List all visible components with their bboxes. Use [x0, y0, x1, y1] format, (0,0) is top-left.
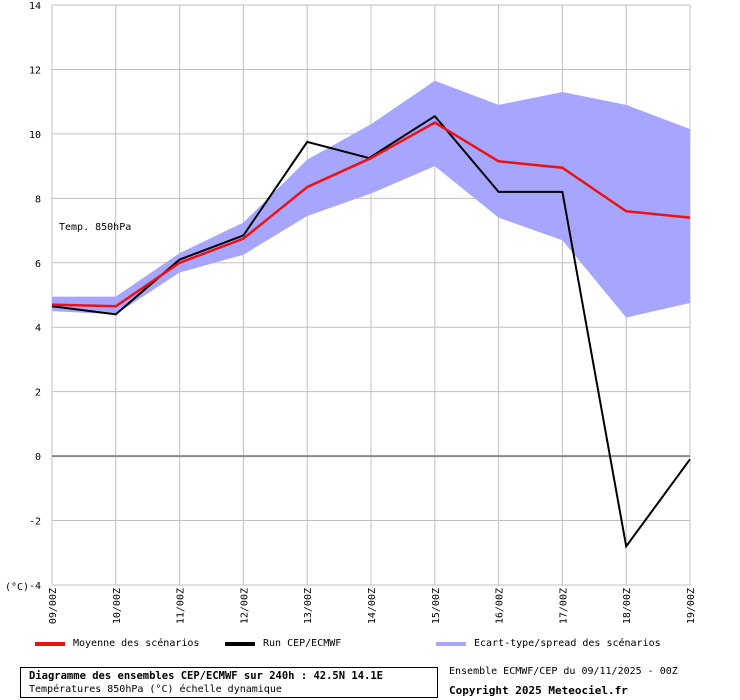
y-tick-label: 6: [35, 259, 41, 270]
x-tick-label: 11/00Z: [176, 588, 187, 624]
y-tick-label: 10: [29, 130, 41, 141]
legend-spread: Ecart-type/spread des scénarios: [436, 638, 661, 649]
legend-run-label: Run CEP/ECMWF: [263, 638, 342, 649]
ensemble-chart: 14 12 10 8 6 4 2 0 -2 -4 09/00Z 10/00Z 11/00Z 12/00Z…: [5, 1, 697, 624]
x-tick-label: 10/00Z: [112, 588, 123, 624]
y-tick-label: 0: [35, 452, 41, 463]
footer-subtitle: Températures 850hPa (°C) échelle dynamiq…: [29, 684, 282, 695]
y-axis-ticks: 14 12 10 8 6 4 2 0 -2 -4: [29, 1, 41, 592]
spread-band: [52, 80, 690, 318]
footer-ensemble-run: Ensemble ECMWF/CEP du 09/11/2025 - 00Z: [449, 666, 678, 677]
legend-run: Run CEP/ECMWF: [225, 638, 341, 649]
grid: [51, 4, 691, 586]
y-tick-label: 2: [35, 388, 41, 399]
x-tick-label: 09/00Z: [48, 588, 59, 624]
series-lines: [51, 114, 691, 549]
y-tick-label: -2: [29, 517, 41, 528]
x-tick-label: 16/00Z: [495, 588, 506, 624]
x-tick-label: 18/00Z: [622, 588, 633, 624]
x-tick-label: 14/00Z: [367, 588, 378, 624]
x-tick-label: 12/00Z: [239, 588, 250, 624]
footer-title-box: Diagramme des ensembles CEP/ECMWF sur 24…: [20, 667, 438, 698]
x-axis-ticks: 09/00Z 10/00Z 11/00Z 12/00Z 13/00Z 14/00Z 15/0…: [48, 588, 697, 624]
footer-copyright: Copyright 2025 Meteociel.fr: [449, 684, 628, 697]
legend-mean: Moyenne des scénarios: [35, 638, 199, 649]
legend-spread-swatch: [436, 641, 466, 646]
legend-mean-swatch: [35, 641, 65, 646]
y-axis-unit-label: (°C): [5, 582, 29, 593]
y-tick-label: 12: [29, 65, 41, 76]
y-tick-label: 4: [35, 323, 41, 334]
x-tick-label: 13/00Z: [303, 588, 314, 624]
y-tick-label: 8: [35, 194, 41, 205]
legend-run-swatch: [225, 641, 255, 646]
y-tick-label: 14: [29, 1, 41, 12]
x-tick-label: 19/00Z: [686, 588, 697, 624]
x-tick-label: 15/00Z: [431, 588, 442, 624]
spread-band-group: [52, 80, 690, 318]
x-tick-label: 17/00Z: [558, 588, 569, 624]
chart-annotation: Temp. 850hPa: [59, 222, 131, 233]
legend-spread-label: Ecart-type/spread des scénarios: [474, 638, 661, 649]
legend-mean-label: Moyenne des scénarios: [73, 638, 200, 649]
footer-title: Diagramme des ensembles CEP/ECMWF sur 24…: [29, 670, 384, 682]
y-tick-label: -4: [29, 581, 41, 592]
mean-line: [51, 121, 691, 308]
